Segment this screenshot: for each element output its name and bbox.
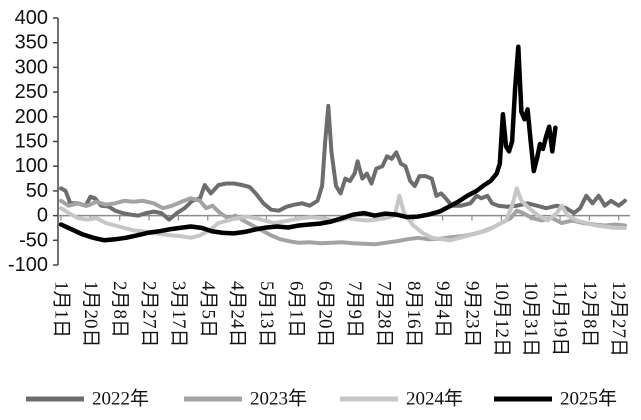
y-tick-label: -50	[19, 229, 48, 251]
legend-label: 2022年	[92, 388, 149, 410]
series-lines	[58, 44, 627, 247]
x-tick-label: 1月1日	[51, 281, 72, 338]
legend-label: 2025年	[560, 388, 617, 410]
y-tick-label: 400	[15, 7, 48, 29]
x-tick-label: 10月12日	[491, 281, 512, 357]
legend-label: 2023年	[250, 388, 307, 410]
y-tick-label: 300	[15, 56, 48, 78]
y-tick-label: 0	[37, 205, 48, 227]
x-tick-label: 6月1日	[285, 281, 306, 338]
x-tick-label: 3月17日	[168, 281, 189, 348]
y-tick-label: 100	[15, 155, 48, 177]
legend-item-2022: 2022年	[26, 388, 149, 410]
y-tick-label: 150	[15, 131, 48, 153]
x-tick-label: 12月27日	[608, 281, 629, 357]
y-tick-label: -100	[8, 254, 48, 276]
x-tick-label: 9月23日	[461, 281, 482, 348]
y-tick-label: 350	[15, 32, 48, 54]
x-tick-label: 11月19日	[550, 281, 571, 356]
x-tick-label: 1月20日	[80, 281, 101, 348]
x-tick-label: 4月24日	[227, 281, 248, 348]
x-tick-label: 8月16日	[403, 281, 424, 348]
legend-item-2024: 2024年	[340, 388, 463, 410]
legend-item-2023: 2023年	[184, 388, 307, 410]
y-tick-label: 50	[26, 180, 48, 202]
x-tick-label: 2月8日	[109, 281, 130, 338]
x-tick-label: 10月31日	[520, 281, 541, 357]
x-tick-label: 9月4日	[432, 281, 453, 338]
series-line-2023	[59, 196, 627, 247]
x-tick-label: 7月9日	[344, 281, 365, 338]
x-tick-label: 7月28日	[373, 281, 394, 348]
legend: 2022年 2023年 2024年 2025年	[26, 388, 617, 410]
series-line-2025	[58, 44, 558, 243]
x-tick-label: 5月13日	[256, 281, 277, 348]
x-tick-label: 4月5日	[197, 281, 218, 338]
y-tick-label: 200	[15, 106, 48, 128]
x-tick-label: 6月20日	[315, 281, 336, 348]
x-tick-label: 12月8日	[579, 281, 600, 348]
y-tick-label: 250	[15, 81, 48, 103]
series-line-2024	[59, 186, 627, 243]
legend-item-2025: 2025年	[494, 388, 617, 410]
legend-label: 2024年	[406, 388, 463, 410]
x-tick-label: 2月27日	[139, 281, 160, 348]
